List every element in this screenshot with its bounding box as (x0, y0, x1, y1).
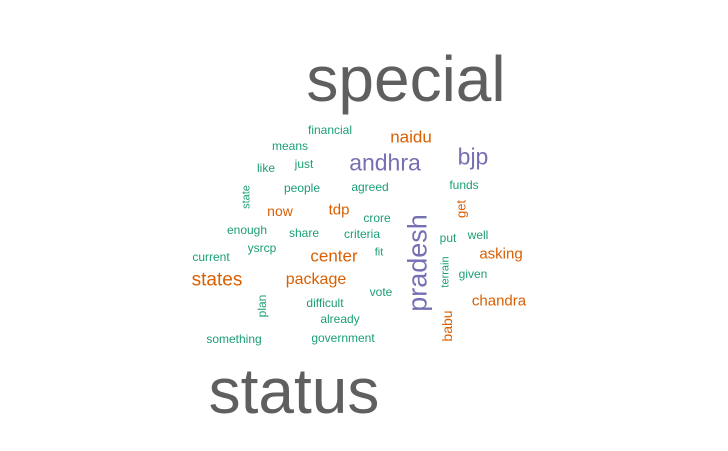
word-state: state (240, 185, 253, 209)
word-people: people (283, 181, 321, 195)
word-difficult: difficult (306, 296, 344, 310)
word-terrain: terrain (439, 256, 452, 288)
word-states: states (191, 269, 243, 291)
word-share: share (288, 226, 320, 240)
word-just: just (294, 157, 314, 171)
word-pradesh: pradesh (402, 214, 433, 312)
word-agreed: agreed (351, 180, 389, 194)
word-like: like (256, 161, 276, 175)
word-now: now (267, 203, 293, 219)
word-naidu: naidu (390, 127, 432, 147)
word-babu: babu (439, 310, 455, 342)
word-current: current (192, 250, 230, 264)
word-crore: crore (363, 211, 391, 225)
word-criteria: criteria (343, 227, 381, 241)
word-asking: asking (479, 245, 523, 263)
word-government: government (311, 331, 375, 345)
word-well: well (467, 228, 489, 242)
word-package: package (285, 271, 347, 288)
word-given: given (458, 267, 488, 281)
word-chandra: chandra (471, 292, 527, 310)
word-funds: funds (449, 178, 479, 192)
word-vote: vote (369, 285, 393, 299)
word-get: get (453, 199, 469, 219)
word-enough: enough (226, 223, 268, 237)
word-already: already (320, 312, 360, 326)
word-ysrcp: ysrcp (247, 241, 277, 255)
word-fit: fit (374, 246, 384, 259)
word-means: means (271, 139, 309, 153)
word-financial: financial (307, 123, 353, 137)
word-bjp: bjp (457, 143, 489, 170)
word-andhra: andhra (349, 149, 421, 176)
word-special: special (306, 43, 506, 115)
word-put: put (439, 231, 457, 245)
word-center: center (310, 246, 358, 266)
word-tdp: tdp (328, 201, 350, 219)
word-something: something (206, 332, 262, 346)
word-status: status (208, 355, 380, 427)
word-plan: plan (255, 294, 269, 318)
